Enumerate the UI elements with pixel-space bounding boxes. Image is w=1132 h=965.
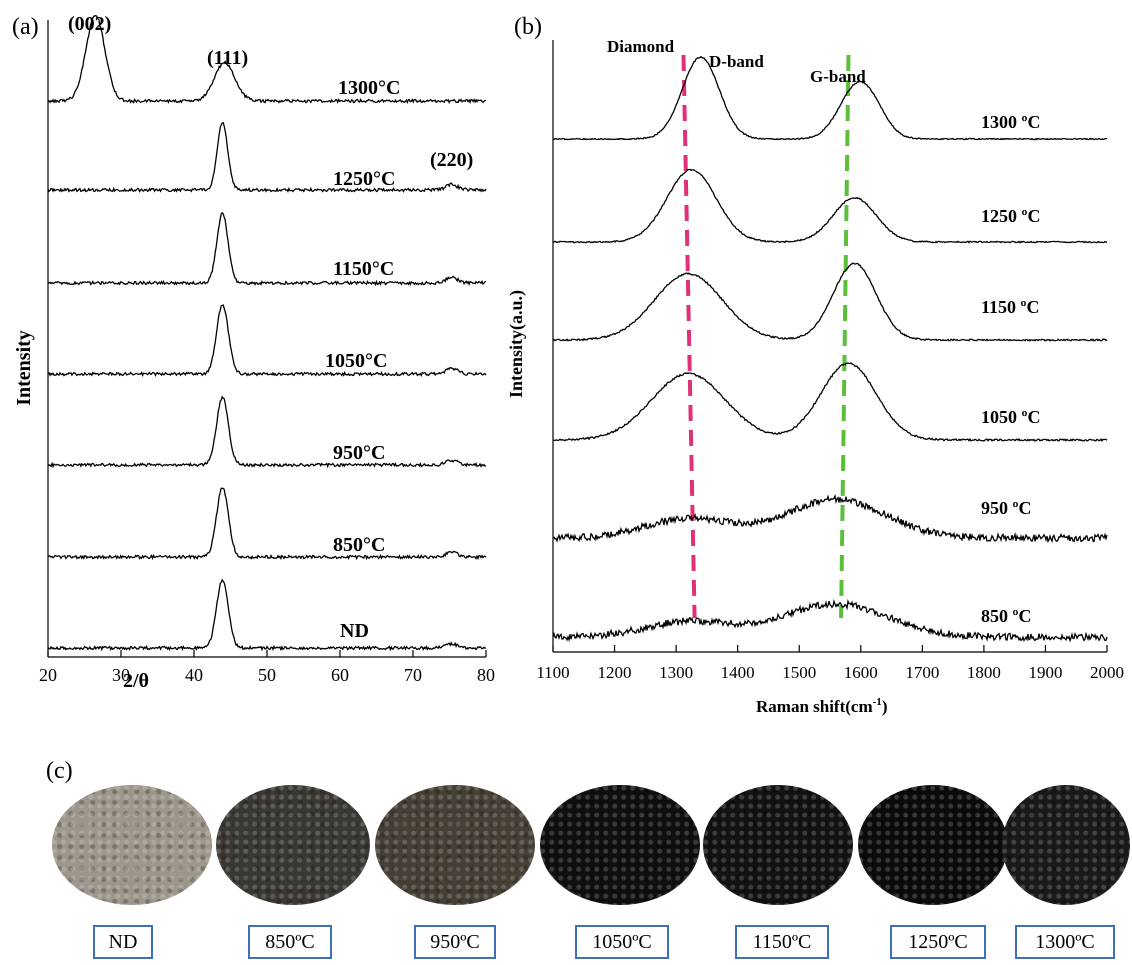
xrd-series-label: 1250°C (333, 168, 395, 190)
raman-series-line (552, 493, 1108, 544)
peak-label-220: (220) (430, 149, 473, 171)
raman-x-label-close: ) (882, 697, 888, 716)
raman-y-label: Intensity(a.u.) (506, 290, 527, 398)
raman-x-tick-label: 1500 (782, 663, 816, 682)
peak-label-111: (111) (207, 47, 248, 69)
xrd-series-line (47, 487, 487, 561)
raman-x-tick-label: 2000 (1090, 663, 1124, 682)
xrd-series-label: 1050°C (325, 350, 387, 372)
annotation-g-band: G-band (810, 67, 866, 86)
annotation-d-band: D-band (709, 52, 764, 71)
xrd-series-label: 850°C (333, 534, 385, 556)
xrd-x-tick-label: 40 (185, 665, 203, 685)
xrd-series-line (47, 211, 487, 287)
powder-texture (52, 785, 212, 905)
raman-series-line (552, 262, 1108, 342)
raman-series-label: 850 ºC (981, 606, 1031, 626)
raman-x-tick-label: 1200 (598, 663, 632, 682)
reference-line (681, 54, 697, 619)
powder-photo-1300 (1002, 785, 1130, 905)
xrd-x-tick-label: 20 (39, 665, 57, 685)
powder-texture (703, 785, 853, 905)
raman-x-tick-label: 1100 (536, 663, 569, 682)
powder-photo-950 (375, 785, 535, 905)
photo-label-1250: 1250ºC (890, 925, 986, 959)
photo-label-1300: 1300ºC (1015, 925, 1115, 959)
xrd-series-line (47, 304, 487, 377)
raman-series-label: 1300 ºC (981, 112, 1040, 132)
xrd-series-line (47, 578, 487, 652)
raman-curves (552, 55, 1108, 643)
powder-texture (216, 785, 370, 905)
panel-letter-c: (c) (46, 758, 73, 784)
xrd-series-label: 950°C (333, 442, 385, 464)
powder-photo-row (0, 785, 1132, 905)
raman-x-label: Raman shift(cm-1) (756, 696, 887, 716)
xrd-x-ticks: 20 30 40 50 60 70 80 (39, 650, 495, 685)
xrd-x-tick-label: 30 (112, 665, 130, 685)
powder-texture (1002, 785, 1130, 905)
xrd-series-labels: 1300°C 1250°C 1150°C 1050°C 950°C 850°C ND (325, 77, 400, 642)
raman-series-label: 1050 ºC (981, 407, 1040, 427)
raman-series-line (552, 362, 1108, 442)
raman-x-ticks: 1100 1200 1300 1400 1500 1600 1700 1800 1900 2000 (536, 645, 1124, 682)
raman-series-labels: 1300 ºC 1250 ºC 1150 ºC 1050 ºC 950 ºC 850 ºC (981, 112, 1040, 626)
powder-photo-1050 (540, 785, 700, 905)
xrd-series-line (47, 395, 487, 469)
raman-x-tick-label: 1600 (844, 663, 878, 682)
photo-label-1050: 1050ºC (575, 925, 669, 959)
xrd-x-label: 2/θ (123, 670, 149, 692)
xrd-series-line (47, 121, 487, 193)
raman-panel: 1100 1200 1300 1400 1500 1600 1700 1800 1900 2000… (506, 37, 1124, 716)
raman-series-label: 950 ºC (981, 498, 1031, 518)
raman-x-tick-label: 1400 (721, 663, 755, 682)
raman-series-line (552, 168, 1108, 244)
xrd-series-label: ND (340, 620, 369, 642)
raman-series-label: 1150 ºC (981, 297, 1039, 317)
photo-label-850: 850ºC (248, 925, 332, 959)
powder-photo-1250 (858, 785, 1008, 905)
photo-label-1150: 1150ºC (735, 925, 829, 959)
xrd-x-tick-label: 70 (404, 665, 422, 685)
raman-reference-lines (681, 54, 851, 619)
raman-x-label-sup: -1 (873, 696, 882, 708)
xrd-curves (47, 15, 487, 652)
xrd-panel: 20 30 40 50 60 70 80 1300°C 1250°C 1150°C 1050°C 9… (13, 13, 495, 692)
xrd-series-label: 1300°C (338, 77, 400, 99)
raman-x-tick-label: 1900 (1028, 663, 1062, 682)
panel-letter-a: (a) (12, 14, 39, 40)
powder-texture (858, 785, 1008, 905)
raman-x-tick-label: 1800 (967, 663, 1001, 682)
panel-letter-b: (b) (514, 14, 542, 40)
powder-photo-850 (216, 785, 370, 905)
xrd-x-tick-label: 80 (477, 665, 495, 685)
raman-x-tick-label: 1300 (659, 663, 693, 682)
raman-series-label: 1250 ºC (981, 206, 1040, 226)
powder-photo-1150 (703, 785, 853, 905)
annotation-diamond: Diamond (607, 37, 675, 56)
xrd-x-tick-label: 50 (258, 665, 276, 685)
raman-series-line (552, 598, 1108, 643)
powder-photo-nd (52, 785, 212, 905)
raman-series-line (552, 55, 1108, 141)
peak-label-002: (002) (68, 13, 111, 35)
xrd-series-line (47, 15, 487, 105)
figure-canvas: 20 30 40 50 60 70 80 1300°C 1250°C 1150°C 1050°C 9… (12, 13, 1124, 716)
xrd-x-tick-label: 60 (331, 665, 349, 685)
photo-label-nd: ND (93, 925, 153, 959)
raman-x-label-main: Raman shift(cm (756, 697, 873, 716)
xrd-series-label: 1150°C (333, 258, 394, 280)
powder-texture (540, 785, 700, 905)
xrd-y-label: Intensity (13, 330, 35, 406)
raman-x-tick-label: 1700 (905, 663, 939, 682)
powder-texture (375, 785, 535, 905)
photo-label-950: 950ºC (414, 925, 496, 959)
reference-line (839, 54, 851, 619)
